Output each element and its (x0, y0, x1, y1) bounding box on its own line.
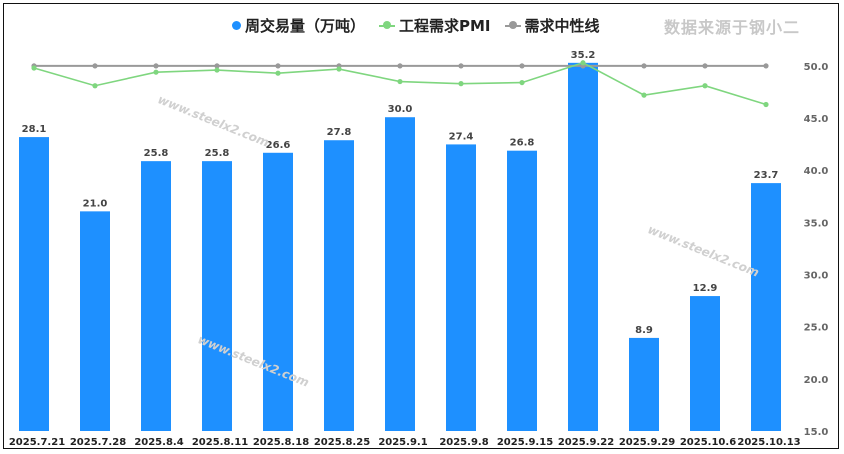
legend-label-neutral: 需求中性线 (524, 16, 600, 35)
legend-item-neutral[interactable]: 需求中性线 (504, 15, 600, 36)
y-right-tick-label: 30.0 (804, 271, 829, 282)
x-tick-label: 2025.9.1 (378, 437, 427, 448)
pmi-point (580, 60, 586, 66)
x-tick-label: 2025.9.15 (497, 437, 553, 448)
legend-swatch-volume (232, 20, 241, 30)
legend-item-volume[interactable]: 周交易量（万吨） (232, 15, 365, 36)
neutral-point (641, 63, 647, 69)
pmi-point (275, 70, 281, 76)
y-right-tick-label: 50.0 (804, 62, 829, 73)
x-tick-label: 2025.8.11 (192, 437, 248, 448)
bar-2025.7.28 (80, 211, 110, 431)
neutral-point (214, 63, 220, 69)
neutral-point (153, 63, 159, 69)
neutral-point (702, 63, 708, 69)
bar-value-label: 26.8 (510, 138, 535, 149)
bar-value-label: 27.8 (327, 127, 352, 138)
y-right-tick-label: 45.0 (804, 114, 829, 125)
y-right-tick-label: 25.0 (804, 323, 829, 334)
y-right-tick-label: 20.0 (804, 375, 829, 386)
bar-2025.9.1 (385, 117, 415, 431)
x-tick-label: 2025.8.4 (134, 437, 183, 448)
neutral-point (519, 63, 525, 69)
bar-value-label: 21.0 (83, 198, 108, 209)
pmi-point (641, 92, 647, 98)
bar-2025.8.25 (324, 140, 354, 431)
legend-label-pmi: 工程需求PMI (399, 16, 491, 35)
pmi-point (153, 69, 159, 75)
bar-2025.7.21 (19, 137, 49, 432)
bar-value-label: 25.8 (205, 148, 230, 159)
pmi-point (458, 81, 464, 87)
pmi-point (702, 83, 708, 89)
neutral-point (275, 63, 281, 69)
bar-value-label: 28.1 (22, 124, 47, 135)
pmi-point (397, 78, 403, 85)
bar-value-label: 12.9 (693, 283, 718, 294)
chart-canvas: 28.1 21.0 25.8 25.8 26.6 27.8 30.0 27.4 26.8 35.2… (9, 50, 829, 448)
x-tick-label: 2025.8.25 (314, 437, 370, 448)
bar-value-label: 26.6 (266, 140, 291, 151)
bar-value-label: 8.9 (635, 325, 653, 336)
x-tick-label: 2025.8.18 (253, 437, 309, 448)
x-tick-label: 2025.7.21 (9, 437, 65, 448)
pmi-point (92, 83, 98, 89)
legend-swatch-neutral (504, 20, 521, 30)
bar-2025.9.8 (446, 144, 476, 431)
pmi-point (519, 79, 525, 86)
y-right-tick-label: 35.0 (804, 218, 829, 229)
bar-2025.9.15 (507, 150, 537, 431)
bar-2025.10.6 (690, 296, 720, 431)
bar-2025.10.13 (751, 183, 781, 431)
bar-value-label: 23.7 (754, 170, 779, 181)
x-tick-label: 2025.9.29 (619, 437, 675, 448)
data-source-label: 数据来源于钢小二 (664, 18, 801, 37)
bar-2025.9.22 (568, 62, 598, 431)
neutral-point (763, 63, 769, 69)
x-tick-label: 2025.10.6 (680, 437, 736, 448)
x-tick-label: 2025.9.22 (558, 437, 614, 448)
bar-2025.8.4 (141, 161, 171, 432)
neutral-point (397, 63, 403, 69)
neutral-point (92, 63, 98, 69)
x-tick-label: 2025.9.8 (439, 437, 488, 448)
pmi-point (214, 67, 220, 73)
bar-2025.9.29 (629, 337, 659, 431)
x-tick-label: 2025.10.13 (737, 437, 800, 448)
bar-value-label: 30.0 (388, 104, 413, 115)
y-right-tick-label: 40.0 (804, 166, 829, 177)
pmi-point (31, 65, 37, 71)
bar-2025.8.18 (263, 152, 293, 431)
pmi-point (763, 101, 769, 108)
pmi-point (336, 66, 342, 72)
bar-value-label: 35.2 (571, 50, 596, 61)
bar-value-label: 27.4 (449, 131, 474, 142)
y-right-tick-label: 15.0 (804, 427, 829, 438)
chart-frame: 28.1 21.0 25.8 25.8 26.6 27.8 30.0 27.4 26.8 35.2… (3, 3, 839, 449)
neutral-point (458, 63, 464, 69)
x-tick-label: 2025.7.28 (70, 437, 126, 448)
legend-label-volume: 周交易量（万吨） (245, 16, 366, 35)
bar-2025.8.11 (202, 161, 232, 432)
legend-swatch-pmi (379, 20, 396, 30)
chart-legend: 周交易量（万吨） 工程需求PMI 需求中性线 (232, 12, 600, 38)
bar-value-label: 25.8 (144, 148, 169, 159)
legend-item-pmi[interactable]: 工程需求PMI (379, 15, 491, 36)
